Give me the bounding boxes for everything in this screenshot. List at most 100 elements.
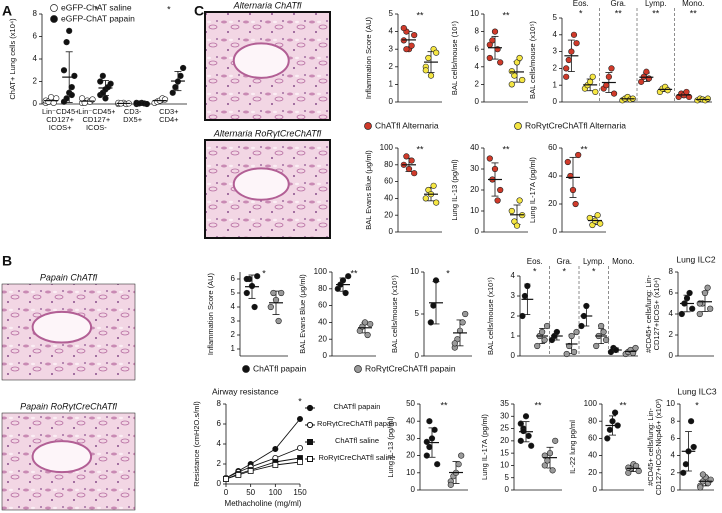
legend-label-box: ChATfl papain (334, 403, 381, 411)
y-tick-label: 3 (389, 44, 394, 53)
data-point (517, 420, 524, 427)
data-point (696, 310, 703, 318)
data-point (243, 289, 250, 297)
y-axis-label: #CD45+ cells/lung: Lin-CD127+ICOS+ (x10⁴… (645, 275, 661, 353)
data-point (568, 48, 575, 55)
y-tick-label: 3 (231, 316, 236, 325)
category-label: Eos. (527, 257, 543, 266)
data-point (563, 350, 570, 358)
y-tick-label: 30 (406, 434, 415, 443)
y-axis-label-box: BAL Evans Blue (μg/ml) (299, 274, 307, 354)
y-tick-label: 5 (389, 9, 394, 18)
data-point (685, 93, 693, 101)
y-tick-label: 4 (389, 27, 394, 36)
data-point (602, 336, 610, 344)
legend-label-box: ChATfl saline (335, 437, 379, 445)
data-point (603, 82, 610, 89)
data-point (180, 64, 187, 72)
y-axis-label-box: BAL cells/mouse (x10⁵) (487, 277, 495, 355)
data-point (411, 170, 418, 177)
y-tick-label: 1 (231, 344, 236, 353)
legend-label: RoRγtCreChATfl Alternaria (525, 120, 626, 130)
y-tick-label: 6 (231, 274, 236, 283)
data-point (525, 432, 532, 440)
y-tick-label: 0 (671, 485, 676, 494)
data-point (422, 195, 429, 202)
y-tick-label: 3 (553, 47, 558, 56)
data-point (611, 409, 619, 416)
y-tick-label: 0 (33, 99, 38, 108)
y-tick-label: 50 (406, 399, 415, 408)
significance: * (562, 266, 566, 276)
x-tick-label: 0 (224, 488, 229, 497)
data-point (99, 72, 106, 79)
y-axis-label-box: BAL cells/mouse (x10⁵) (529, 21, 537, 99)
y-axis-label-box: Lung IL-13 (pg/ml) (451, 159, 459, 220)
data-point (63, 95, 70, 102)
data-point (497, 59, 504, 66)
category-label-box: Lin⁻CD45+ CD127+ ICOS- (78, 108, 114, 132)
legend-marker (307, 456, 313, 462)
y-tick-label: 80 (318, 284, 327, 293)
data-point (254, 273, 261, 280)
data-point (521, 292, 529, 300)
y-tick-label: 20 (588, 468, 597, 477)
y-tick-label: 6 (671, 434, 676, 443)
data-point (235, 472, 242, 478)
y-tick-label: 40 (318, 318, 327, 327)
y-tick-label: 0 (505, 485, 510, 494)
significance: ** (690, 8, 698, 18)
significance: * (95, 4, 99, 14)
category-label: Lin⁻CD45+ CD127+ ICOS+ (42, 108, 79, 132)
y-tick-label: 40 (384, 194, 393, 203)
y-axis-label-box: Inflammation Score (AU) (365, 17, 373, 99)
data-point (456, 327, 464, 334)
data-point (486, 41, 493, 48)
category-label: CD3+ CD4+ (159, 108, 179, 124)
data-point (632, 344, 639, 352)
data-point (689, 305, 696, 312)
y-tick-label: 80 (384, 160, 393, 169)
category-label: Gra. (556, 257, 572, 266)
data-point (459, 319, 466, 326)
y-axis-label: Lung IL-17A (pg/ml) (529, 157, 537, 223)
y-axis-label-box: Lung IL-13 (pg/ml) (387, 416, 395, 477)
data-point (608, 65, 615, 72)
data-point (97, 78, 104, 85)
data-point (427, 72, 435, 79)
data-point (272, 445, 279, 452)
data-point (400, 24, 407, 32)
significance: ** (416, 10, 424, 20)
y-axis-label: BAL Evans Blue (μg/ml) (299, 274, 307, 354)
y-tick-label: 10 (410, 267, 419, 276)
data-point (522, 413, 530, 420)
category-label: Lymp. (583, 257, 605, 266)
significance: ** (350, 268, 358, 278)
data-point (609, 418, 616, 425)
data-point (699, 471, 707, 478)
data-point (597, 220, 604, 227)
y-axis-label-box: IL-22 lung pg/ml (569, 420, 577, 474)
y-tick-label: 40 (470, 143, 479, 152)
y-tick-label: 4 (553, 30, 558, 39)
data-point (431, 426, 438, 433)
data-point (587, 78, 594, 85)
data-point (102, 95, 109, 102)
category-label: CD3- DX5+ (123, 108, 143, 124)
data-point (430, 182, 437, 189)
y-tick-label: 5 (415, 309, 420, 318)
y-tick-label: 4 (231, 302, 236, 311)
y-tick-label: 6 (475, 44, 480, 53)
data-point (638, 78, 645, 85)
data-point (553, 328, 560, 336)
y-axis-label: IL-22 lung pg/ml (569, 420, 577, 474)
data-point (528, 442, 535, 449)
y-tick-label: 2 (669, 330, 674, 339)
y-tick-label: 2 (671, 468, 676, 477)
y-axis-label: BAL cells/mouse (x10⁵) (529, 21, 537, 99)
data-point (570, 31, 578, 38)
y-tick-label: 0 (389, 227, 394, 236)
legend-marker (514, 122, 522, 130)
y-tick-label: 20 (384, 210, 393, 219)
significance: ** (534, 400, 542, 410)
